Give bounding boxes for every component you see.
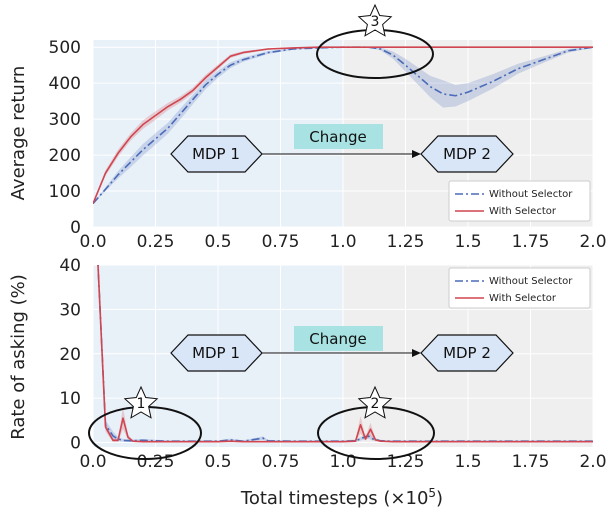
x-tick-label: 1.75	[512, 452, 550, 472]
star-icon	[357, 3, 393, 37]
x-axis-label-exponent: 5	[428, 486, 436, 500]
y-tick-label: 10	[59, 389, 81, 409]
star-number: 1	[137, 396, 146, 412]
y-tick-labels: 0 10 20 30 40	[59, 256, 81, 454]
x-axis-label-main: Total timesteps (×10	[240, 488, 428, 509]
star-marker-1: 1	[123, 385, 159, 419]
change-annotation: MDP 1 MDP 2 Change	[170, 124, 514, 173]
y-tick-label: 400	[49, 74, 81, 94]
x-tick-label: 0.0	[79, 232, 106, 252]
mdp2-hexagon	[420, 334, 514, 372]
confidence-band	[93, 46, 593, 204]
change-annotation: MDP 1 MDP 2 Change	[170, 326, 514, 372]
change-box	[294, 326, 383, 351]
x-tick-label: 1.5	[454, 232, 481, 252]
x-tick-label: 1.0	[329, 232, 356, 252]
x-tick-label: 0.25	[137, 232, 175, 252]
y-axis-label: Rate of asking (%)	[8, 274, 29, 440]
legend-label-with-selector: With Selector	[489, 293, 557, 304]
x-tick-label: 1.5	[454, 452, 481, 472]
y-tick-label: 0	[70, 218, 81, 238]
x-tick-label: 2.0	[579, 452, 606, 472]
y-tick-label: 200	[49, 146, 81, 166]
series-line-with-selector	[93, 46, 593, 204]
y-axis-label: Average return	[8, 66, 29, 201]
x-axis-label: Total timesteps (×105)	[240, 486, 443, 509]
legend-box	[448, 180, 591, 222]
star-icon	[357, 385, 393, 419]
x-axis-label-close: )	[436, 488, 443, 509]
x-tick-label: 0.25	[137, 452, 175, 472]
y-tick-label: 0	[70, 434, 81, 454]
legend-label-with-selector: With Selector	[489, 206, 557, 217]
star-icon	[123, 385, 159, 419]
x-tick-label: 1.25	[387, 232, 425, 252]
return-series	[93, 46, 593, 205]
y-tick-label: 40	[59, 256, 81, 276]
mdp1-label: MDP 1	[192, 145, 240, 163]
y-tick-labels: 0 100 200 300 400 500	[49, 38, 81, 238]
legend-label-without-selector: Without Selector	[489, 276, 573, 287]
mdp1-label: MDP 1	[192, 344, 240, 362]
star-marker-3: 3	[357, 3, 393, 37]
change-box	[294, 124, 383, 149]
star-number: 3	[371, 14, 380, 30]
legend: Without Selector With Selector	[448, 180, 591, 222]
x-tick-label: 2.0	[579, 232, 606, 252]
change-label: Change	[309, 128, 366, 146]
y-tick-label: 500	[49, 38, 81, 58]
asking-rate-series	[97, 265, 593, 443]
series-line-with-selector	[97, 265, 593, 443]
x-tick-label: 0.0	[79, 452, 106, 472]
y-tick-label: 20	[59, 345, 81, 365]
return-plot-panel: 0 100 200 300 400 500 0.0 0.25 0.5 0.75 1.0 1.25 1.…	[8, 38, 607, 252]
legend: Without Selector With Selector	[448, 267, 591, 309]
arrow-head	[412, 150, 421, 158]
x-tick-label: 1.75	[512, 232, 550, 252]
legend-label-without-selector: Without Selector	[489, 189, 573, 200]
arrow-head	[412, 349, 421, 357]
mdp2-label: MDP 2	[443, 145, 491, 163]
mdp2-label: MDP 2	[443, 344, 491, 362]
y-tick-label: 300	[49, 110, 81, 130]
x-tick-label: 0.5	[204, 452, 231, 472]
star-marker-2: 2	[357, 385, 393, 419]
x-tick-label: 0.75	[262, 232, 300, 252]
y-tick-label: 100	[49, 182, 81, 202]
series-line-without-selector	[93, 46, 593, 205]
y-tick-label: 30	[59, 300, 81, 320]
x-tick-labels: 0.0 0.25 0.5 0.75 1.0 1.25 1.5 1.75 2.0	[79, 232, 606, 252]
legend-box	[448, 267, 591, 309]
star-number: 2	[371, 396, 380, 412]
x-tick-label: 0.75	[262, 452, 300, 472]
change-label: Change	[309, 330, 366, 348]
mdp2-hexagon	[420, 135, 514, 173]
x-tick-label: 0.5	[204, 232, 231, 252]
